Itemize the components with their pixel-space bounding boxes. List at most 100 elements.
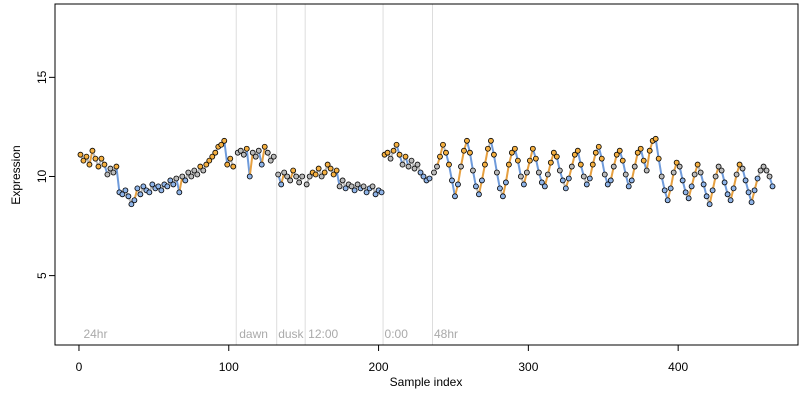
- data-point: [562, 185, 569, 192]
- data-point: [494, 169, 500, 176]
- data-point: [249, 149, 256, 156]
- data-point: [384, 149, 391, 156]
- data-point: [167, 177, 174, 184]
- data-point: [354, 181, 361, 188]
- data-point: [709, 187, 716, 194]
- data-point: [299, 173, 306, 180]
- data-point: [149, 181, 156, 188]
- data-point: [751, 187, 758, 194]
- plot-frame: [54, 3, 799, 346]
- data-point: [700, 181, 707, 188]
- data-point: [155, 183, 162, 190]
- data-point: [763, 167, 770, 174]
- data-point: [718, 167, 725, 174]
- series-line-segment: [645, 150, 651, 171]
- data-point: [164, 183, 171, 190]
- data-point: [691, 171, 698, 178]
- data-point: [727, 197, 734, 204]
- data-point: [679, 177, 686, 184]
- annotation-label: 12:00: [308, 327, 338, 341]
- data-point: [119, 191, 126, 198]
- data-point: [760, 163, 767, 170]
- data-point: [664, 197, 671, 204]
- data-point: [89, 147, 96, 154]
- data-point: [604, 181, 611, 188]
- series-line-segment: [654, 138, 660, 159]
- data-point: [637, 145, 644, 152]
- data-point: [417, 169, 424, 176]
- data-point: [706, 201, 713, 208]
- data-point: [140, 183, 147, 190]
- data-point: [173, 175, 180, 182]
- data-point: [194, 171, 201, 178]
- data-point: [191, 167, 198, 174]
- data-point: [491, 151, 497, 158]
- data-point: [485, 145, 491, 152]
- data-point: [479, 177, 485, 184]
- data-point: [243, 145, 250, 152]
- data-point: [237, 147, 244, 154]
- data-point: [643, 167, 650, 174]
- data-point: [476, 191, 482, 198]
- data-point: [113, 163, 120, 170]
- series-line-segment: [248, 152, 254, 177]
- data-point: [736, 161, 743, 168]
- data-point: [80, 157, 87, 164]
- data-point: [434, 163, 440, 170]
- series-line-segment: [468, 152, 474, 171]
- y-axis: 5 10 15: [35, 70, 56, 279]
- annotation-label: dusk: [278, 327, 304, 341]
- data-point: [577, 161, 584, 168]
- data-point: [488, 137, 494, 144]
- series-line-segment: [492, 154, 498, 173]
- data-point: [77, 151, 84, 158]
- data-point: [682, 189, 689, 196]
- data-point: [107, 165, 114, 172]
- data-point: [443, 149, 449, 156]
- data-point: [315, 165, 322, 172]
- data-point: [502, 179, 509, 186]
- data-point: [712, 173, 719, 180]
- data-point: [369, 183, 376, 190]
- data-point: [733, 171, 740, 178]
- data-point: [511, 145, 518, 152]
- data-point: [461, 147, 467, 154]
- data-point: [694, 161, 701, 168]
- data-point: [598, 155, 605, 162]
- data-point: [414, 161, 421, 168]
- x-tick-label: 100: [219, 360, 239, 374]
- data-point: [517, 173, 524, 180]
- data-point: [667, 185, 674, 192]
- annotation-label: dawn: [239, 327, 268, 341]
- data-point: [110, 169, 117, 176]
- series-line-segment: [657, 158, 663, 177]
- data-point: [595, 143, 602, 150]
- data-point: [757, 167, 764, 174]
- data-point: [246, 173, 253, 180]
- data-point: [122, 187, 129, 194]
- data-point: [342, 185, 349, 192]
- x-tick-label: 0: [76, 360, 83, 374]
- data-point: [565, 175, 572, 182]
- data-point: [275, 171, 282, 178]
- data-point: [240, 151, 247, 158]
- data-point: [703, 193, 710, 200]
- data-point: [464, 137, 470, 144]
- series-line-segment: [245, 148, 251, 177]
- data-point: [748, 199, 755, 206]
- data-point: [613, 151, 620, 158]
- data-point: [535, 169, 542, 176]
- data-point: [583, 181, 590, 188]
- data-point: [754, 175, 761, 182]
- data-point: [351, 187, 358, 194]
- data-point: [230, 163, 237, 170]
- data-point: [200, 167, 207, 174]
- data-point: [574, 147, 581, 154]
- annotation-label: 24hr: [83, 327, 107, 341]
- data-point: [541, 183, 548, 190]
- data-point: [622, 171, 629, 178]
- data-point: [399, 161, 406, 168]
- data-point: [321, 169, 328, 176]
- data-point: [553, 153, 560, 160]
- data-point: [715, 163, 722, 170]
